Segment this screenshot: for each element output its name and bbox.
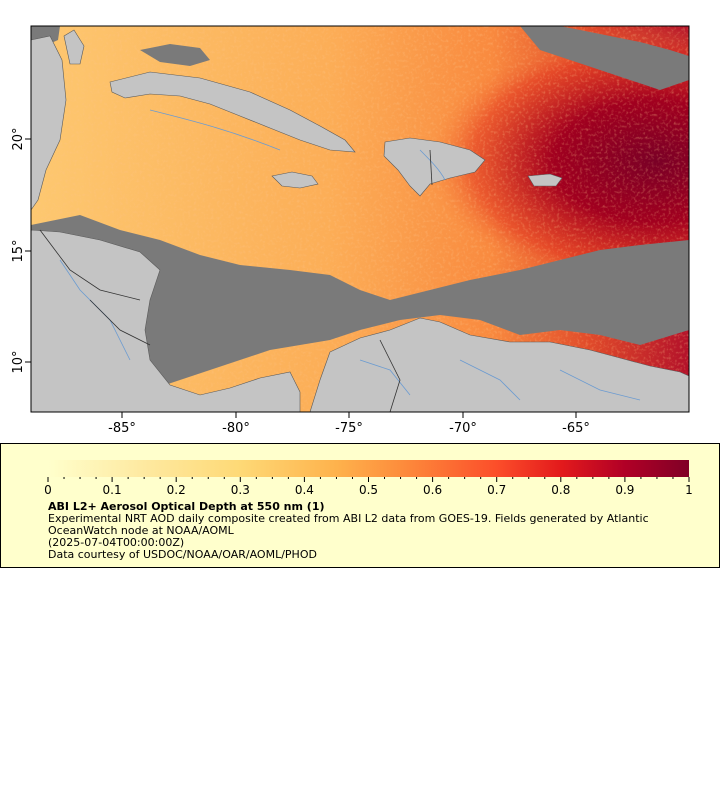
lon-tick-label: -65° (562, 421, 590, 436)
scale-tick-label: 0.1 (103, 483, 122, 497)
color-scale: 0 0.1 0.2 0.3 0.4 0.5 0.6 0.7 0.8 0.9 1 (44, 460, 693, 497)
scale-tick-label: 0.7 (487, 483, 506, 497)
legend-description-cont: OceanWatch node at NOAA/AOML (48, 524, 234, 537)
scale-tick-label: 0.8 (551, 483, 570, 497)
jamaica-land (271, 171, 319, 189)
cuba-land (109, 71, 356, 153)
lon-tick-label: -85° (108, 421, 136, 436)
lat-tick-label: 20° (11, 127, 26, 150)
legend-date: (2025-07-04T00:00:00Z) (48, 536, 185, 549)
lon-ticks (121, 412, 577, 418)
color-bar (48, 460, 689, 477)
lat-tick-label: 15° (11, 239, 26, 262)
legend-title: ABI L2+ Aerosol Optical Depth at 550 nm … (48, 500, 325, 513)
central-america-land (31, 229, 301, 412)
scale-tick-label: 0.6 (423, 483, 442, 497)
scale-tick-label: 0.2 (167, 483, 186, 497)
florida-keys-land (63, 29, 85, 65)
map-frame (30, 25, 690, 413)
lon-tick-label: -70° (449, 421, 477, 436)
lat-ticks (25, 138, 31, 363)
scale-tick-label: 1 (685, 483, 693, 497)
yucatan-land (31, 35, 67, 211)
scale-tick-label: 0.9 (615, 483, 634, 497)
scale-tick-label: 0 (44, 483, 52, 497)
lon-tick-label: -75° (335, 421, 363, 436)
legend-description: Experimental NRT AOD daily composite cre… (48, 512, 649, 525)
scale-minor-ticks (47, 477, 690, 482)
legend-credit: Data courtesy of USDOC/NOAA/OAR/AOML/PHO… (48, 548, 317, 561)
lat-tick-label: 10° (11, 350, 26, 373)
legend-panel: 0 0.1 0.2 0.3 0.4 0.5 0.6 0.7 0.8 0.9 1 ABI L2+ Ae… (0, 443, 720, 568)
puerto-rico-land (527, 173, 563, 187)
lon-tick-label: -80° (222, 421, 250, 436)
map-frame-content (31, 26, 689, 412)
scale-tick-label: 0.3 (231, 483, 250, 497)
scale-tick-label: 0.5 (359, 483, 378, 497)
country-borders (39, 149, 433, 412)
aod-map: -85° -80° -75° -70° -65° 20° 15° 10° (11, 25, 690, 436)
hispaniola-land (383, 137, 486, 197)
scale-tick-label: 0.4 (295, 483, 314, 497)
